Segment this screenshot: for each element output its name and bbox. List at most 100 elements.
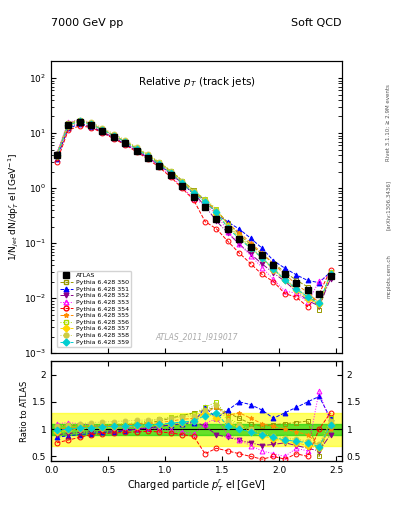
Pythia 6.428 352	[77, 120, 82, 126]
Pythia 6.428 357	[237, 234, 242, 241]
Y-axis label: 1/N$_{jet}$ dN/dp$^{r}_{T}$ el [GeV$^{-1}$]: 1/N$_{jet}$ dN/dp$^{r}_{T}$ el [GeV$^{-1…	[7, 153, 21, 262]
Pythia 6.428 356	[134, 145, 139, 151]
Pythia 6.428 358	[226, 223, 230, 229]
Pythia 6.428 359	[305, 294, 310, 300]
Pythia 6.428 354	[248, 261, 253, 267]
Pythia 6.428 357	[89, 121, 94, 127]
Pythia 6.428 355	[66, 121, 71, 127]
Pythia 6.428 359	[191, 190, 196, 197]
Pythia 6.428 355	[237, 229, 242, 236]
Pythia 6.428 355	[169, 169, 173, 175]
Pythia 6.428 354	[260, 271, 264, 278]
Pythia 6.428 358	[294, 285, 299, 291]
Pythia 6.428 359	[271, 266, 276, 272]
Pythia 6.428 353	[112, 133, 116, 139]
Pythia 6.428 354	[146, 156, 151, 162]
Pythia 6.428 350	[134, 145, 139, 152]
Pythia 6.428 350	[77, 117, 82, 123]
Pythia 6.428 352	[226, 230, 230, 236]
Pythia 6.428 351	[66, 125, 71, 131]
Pythia 6.428 353	[55, 150, 59, 156]
Pythia 6.428 354	[328, 267, 333, 273]
Pythia 6.428 351	[180, 181, 185, 187]
Pythia 6.428 358	[134, 144, 139, 150]
Pythia 6.428 356	[317, 301, 321, 307]
Pythia 6.428 357	[317, 301, 321, 307]
Pythia 6.428 356	[157, 159, 162, 165]
Pythia 6.428 350	[248, 242, 253, 248]
Pythia 6.428 355	[146, 153, 151, 159]
Pythia 6.428 359	[237, 236, 242, 242]
Pythia 6.428 352	[248, 251, 253, 257]
Pythia 6.428 353	[271, 276, 276, 283]
Text: Relative $p_{T}$ (track jets): Relative $p_{T}$ (track jets)	[138, 75, 255, 89]
Pythia 6.428 359	[180, 180, 185, 186]
Pythia 6.428 352	[214, 218, 219, 224]
Pythia 6.428 359	[248, 245, 253, 251]
Pythia 6.428 353	[180, 184, 185, 190]
Pythia 6.428 350	[237, 231, 242, 238]
Pythia 6.428 353	[77, 116, 82, 122]
Pythia 6.428 357	[112, 133, 116, 139]
Pythia 6.428 355	[100, 126, 105, 133]
Pythia 6.428 355	[180, 179, 185, 185]
Text: Soft QCD: Soft QCD	[292, 18, 342, 28]
Pythia 6.428 355	[89, 121, 94, 127]
Pythia 6.428 359	[157, 161, 162, 167]
Pythia 6.428 358	[260, 254, 264, 261]
Line: Pythia 6.428 357: Pythia 6.428 357	[54, 119, 333, 307]
Pythia 6.428 359	[169, 170, 173, 176]
Pythia 6.428 358	[112, 131, 116, 137]
Pythia 6.428 350	[191, 187, 196, 194]
Pythia 6.428 358	[157, 159, 162, 165]
Pythia 6.428 350	[89, 121, 94, 127]
Pythia 6.428 358	[146, 152, 151, 158]
Pythia 6.428 355	[214, 207, 219, 214]
Line: Pythia 6.428 350: Pythia 6.428 350	[54, 118, 333, 313]
Pythia 6.428 350	[100, 126, 105, 133]
Pythia 6.428 357	[260, 255, 264, 262]
Pythia 6.428 356	[237, 233, 242, 240]
Pythia 6.428 358	[237, 234, 242, 240]
Pythia 6.428 359	[55, 153, 59, 159]
Pythia 6.428 352	[89, 123, 94, 130]
Pythia 6.428 356	[271, 266, 276, 272]
Pythia 6.428 358	[328, 270, 333, 276]
Pythia 6.428 351	[123, 141, 128, 147]
Pythia 6.428 358	[271, 265, 276, 271]
Pythia 6.428 353	[89, 120, 94, 126]
Pythia 6.428 352	[305, 297, 310, 304]
Pythia 6.428 353	[100, 126, 105, 133]
Pythia 6.428 353	[328, 271, 333, 277]
Pythia 6.428 350	[328, 269, 333, 275]
Pythia 6.428 357	[169, 170, 173, 176]
Pythia 6.428 351	[157, 162, 162, 168]
Pythia 6.428 353	[283, 288, 287, 294]
Pythia 6.428 356	[191, 188, 196, 194]
Pythia 6.428 358	[214, 207, 219, 213]
Bar	[51, 413, 342, 445]
Pythia 6.428 359	[89, 121, 94, 127]
Text: ATLAS_2011_I919017: ATLAS_2011_I919017	[155, 333, 238, 342]
Pythia 6.428 355	[55, 152, 59, 158]
Pythia 6.428 353	[317, 278, 321, 284]
Pythia 6.428 352	[66, 124, 71, 130]
Pythia 6.428 352	[134, 147, 139, 154]
Pythia 6.428 357	[305, 295, 310, 302]
Pythia 6.428 358	[317, 298, 321, 305]
Pythia 6.428 350	[157, 160, 162, 166]
Pythia 6.428 353	[305, 300, 310, 306]
Pythia 6.428 355	[283, 271, 287, 278]
Text: [arXiv:1306.3436]: [arXiv:1306.3436]	[386, 180, 391, 230]
Pythia 6.428 351	[146, 155, 151, 161]
Line: Pythia 6.428 354: Pythia 6.428 354	[54, 123, 333, 309]
Pythia 6.428 357	[203, 198, 208, 204]
Pythia 6.428 353	[134, 147, 139, 153]
Pythia 6.428 351	[226, 219, 230, 225]
Pythia 6.428 356	[180, 178, 185, 184]
Pythia 6.428 356	[260, 255, 264, 261]
Pythia 6.428 357	[123, 139, 128, 145]
Pythia 6.428 351	[305, 278, 310, 284]
Pythia 6.428 354	[66, 127, 71, 134]
Pythia 6.428 352	[283, 279, 287, 285]
